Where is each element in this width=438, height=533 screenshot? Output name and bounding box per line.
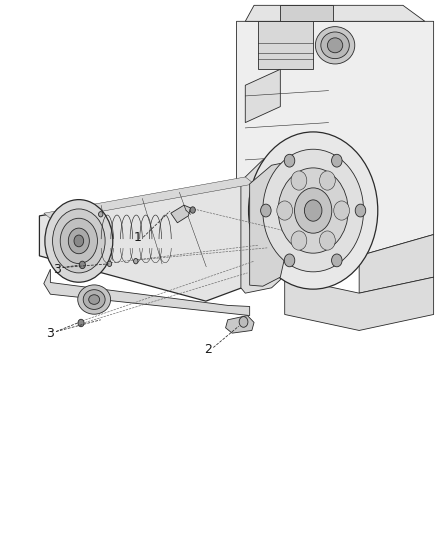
Circle shape (99, 212, 103, 217)
Circle shape (190, 207, 195, 213)
Circle shape (332, 254, 342, 267)
Polygon shape (245, 69, 280, 123)
Polygon shape (280, 5, 333, 21)
Polygon shape (285, 277, 434, 330)
Ellipse shape (83, 290, 105, 309)
Ellipse shape (294, 188, 332, 233)
Circle shape (334, 201, 350, 220)
Polygon shape (250, 160, 311, 286)
Circle shape (332, 154, 342, 167)
Circle shape (79, 261, 85, 269)
Circle shape (291, 171, 307, 190)
Polygon shape (241, 149, 324, 293)
Ellipse shape (327, 38, 343, 53)
Circle shape (107, 261, 112, 266)
Polygon shape (245, 5, 425, 21)
Ellipse shape (78, 285, 110, 314)
Ellipse shape (68, 228, 89, 254)
Polygon shape (245, 197, 359, 266)
Ellipse shape (53, 209, 105, 273)
Polygon shape (237, 21, 434, 266)
Ellipse shape (263, 149, 364, 272)
Circle shape (319, 231, 336, 250)
Ellipse shape (315, 27, 355, 64)
Ellipse shape (321, 32, 350, 59)
Circle shape (284, 254, 295, 267)
Polygon shape (258, 21, 313, 69)
Text: 3: 3 (53, 263, 61, 276)
Ellipse shape (304, 200, 322, 221)
Circle shape (239, 317, 248, 327)
Text: 2: 2 (204, 343, 212, 356)
Circle shape (319, 171, 336, 190)
Polygon shape (359, 235, 434, 293)
Polygon shape (226, 316, 254, 333)
Text: 3: 3 (46, 327, 54, 340)
Circle shape (291, 231, 307, 250)
Circle shape (134, 259, 138, 264)
Circle shape (355, 204, 366, 217)
Circle shape (78, 319, 84, 327)
Ellipse shape (88, 295, 99, 304)
Ellipse shape (248, 132, 378, 289)
Circle shape (261, 204, 271, 217)
Ellipse shape (278, 168, 348, 253)
Polygon shape (44, 177, 254, 220)
Text: 1: 1 (134, 231, 142, 244)
Circle shape (277, 201, 293, 220)
Polygon shape (44, 269, 250, 316)
Ellipse shape (74, 235, 84, 247)
Ellipse shape (45, 199, 113, 282)
Circle shape (284, 154, 295, 167)
Polygon shape (171, 205, 191, 223)
Polygon shape (39, 181, 298, 301)
Ellipse shape (60, 219, 97, 263)
